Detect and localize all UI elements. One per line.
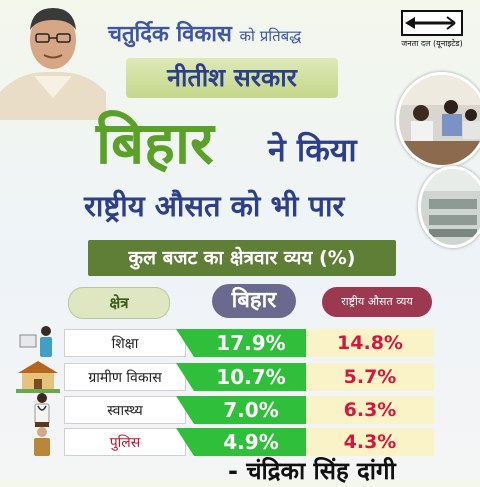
doctor-icon: [16, 390, 60, 426]
classroom-photo: [396, 72, 480, 168]
ne-kiya-text: ने किया: [268, 131, 357, 169]
table-row-rural-development: ग्रामीण विकास 10.7% 5.7%: [16, 361, 434, 393]
bihar-value-cell: 7.0%: [176, 396, 326, 424]
national-average-headline: राष्ट्रीय औसत को भी पार: [84, 189, 345, 223]
party-logo: जनता दल (यूनाइटेड): [396, 10, 468, 56]
national-value-cell: 6.3%: [306, 396, 434, 424]
teacher-icon: [16, 323, 60, 359]
column-header-national: राष्ट्रीय औसत व्यय: [322, 287, 432, 317]
headline-main: चतुर्दिक विकास: [108, 22, 232, 47]
bihar-value-cell: 10.7%: [176, 363, 326, 391]
sector-cell: पुलिस: [64, 428, 186, 456]
table-row-education: शिक्षा 17.9% 14.8%: [16, 326, 434, 357]
arrow-symbol-icon: [401, 10, 463, 36]
column-header-bihar: बिहार: [212, 284, 296, 318]
table-row-police: पुलिस 4.9% 4.3%: [16, 422, 434, 456]
bihar-value-cell: 4.9%: [176, 428, 326, 456]
police-icon: [16, 422, 60, 458]
lab-photo: [418, 166, 480, 248]
party-name: जनता दल (यूनाइटेड): [401, 39, 463, 48]
bihar-title: बिहार: [96, 109, 214, 177]
sector-cell: स्वास्थ्य: [64, 396, 186, 424]
table-row-health: स्वास्थ्य 7.0% 6.3%: [16, 393, 434, 425]
bihar-value-cell: 17.9%: [176, 329, 326, 357]
leader-portrait: [0, 0, 106, 120]
sector-cell: शिक्षा: [64, 329, 186, 357]
headline-small: को प्रतिबद्ध: [239, 27, 302, 45]
national-value-cell: 4.3%: [306, 428, 434, 456]
author-signature: - चंद्रिका सिंह दांगी: [228, 457, 396, 485]
national-value-cell: 5.7%: [306, 363, 434, 391]
sector-cell: ग्रामीण विकास: [64, 363, 186, 391]
house-icon: [16, 357, 60, 393]
budget-title-bar: कुल बजट का क्षेत्रवार व्यय (%): [88, 240, 396, 276]
column-header-sector: क्षेत्र: [68, 287, 170, 319]
national-value-cell: 14.8%: [306, 329, 434, 357]
headline-development: चतुर्दिक विकास को प्रतिबद्ध: [108, 18, 388, 48]
nitish-government-banner: नीतीश सरकार: [126, 58, 338, 98]
